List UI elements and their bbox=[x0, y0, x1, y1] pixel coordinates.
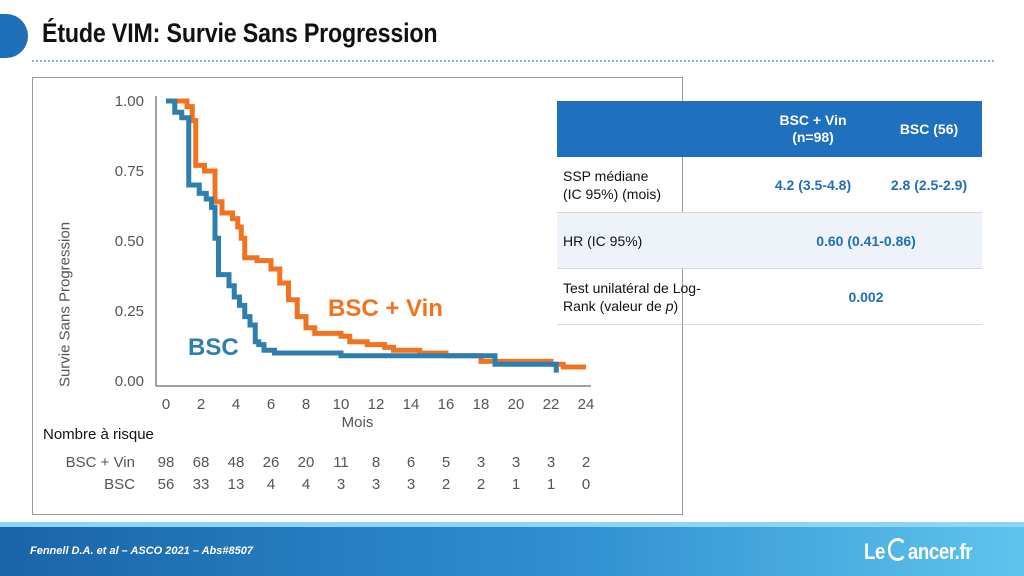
x-tick-label: 14 bbox=[403, 396, 420, 413]
risk-table-title: Nombre à risque bbox=[43, 426, 154, 443]
risk-value: 5 bbox=[441, 454, 451, 471]
risk-value: 1 bbox=[546, 476, 556, 493]
x-tick-label: 2 bbox=[197, 396, 205, 413]
median-pfs-bsc-vin: 4.2 (3.5-4.8) bbox=[750, 157, 876, 213]
table-header-empty bbox=[557, 101, 750, 157]
risk-value: 11 bbox=[333, 454, 349, 471]
row-label-median-pfs: SSP médiane (IC 95%) (mois) bbox=[557, 157, 750, 213]
risk-value: 98 bbox=[157, 454, 175, 471]
x-tick-label: 4 bbox=[232, 396, 240, 413]
risk-value: 3 bbox=[371, 476, 381, 493]
risk-value: 2 bbox=[581, 454, 591, 471]
corner-tab bbox=[0, 14, 28, 58]
risk-value: 48 bbox=[227, 454, 245, 471]
x-tick-label: 6 bbox=[267, 396, 275, 413]
risk-value: 6 bbox=[406, 454, 416, 471]
y-tick-label: 0.75 bbox=[115, 163, 144, 180]
km-chart: 0.000.250.500.751.000 2 4 6 8 10 12 14 16 18 20 22 2… bbox=[115, 93, 595, 413]
x-tick-label: 24 bbox=[578, 396, 595, 413]
x-tick-label: 0 bbox=[162, 396, 170, 413]
table-row: Test unilatéral de Log- Rank (valeur de … bbox=[557, 268, 982, 325]
y-tick-label: 1.00 bbox=[115, 93, 144, 110]
table-row: HR (IC 95%) 0.60 (0.41-0.86) bbox=[557, 212, 982, 269]
risk-value: 13 bbox=[227, 476, 245, 493]
footer-bar bbox=[0, 527, 1024, 576]
risk-value: 0 bbox=[581, 476, 591, 493]
row-label-hr: HR (IC 95%) bbox=[557, 212, 750, 269]
risk-value: 4 bbox=[266, 476, 276, 493]
table-header-bsc: BSC (56) bbox=[876, 101, 982, 157]
risk-value: 68 bbox=[192, 454, 210, 471]
y-tick-label: 0.00 bbox=[115, 373, 144, 390]
risk-value: 26 bbox=[262, 454, 280, 471]
site-logo: Le ancer.fr bbox=[864, 538, 973, 564]
series-label-bsc-vin: BSC + Vin bbox=[328, 295, 443, 322]
table-header-bsc-vin: BSC + Vin (n=98) bbox=[750, 101, 876, 157]
risk-value: 8 bbox=[371, 454, 381, 471]
summary-table: BSC + Vin (n=98) BSC (56) SSP médiane (I… bbox=[557, 101, 982, 325]
risk-value: 2 bbox=[476, 476, 486, 493]
row-label-logrank: Test unilatéral de Log- Rank (valeur de … bbox=[557, 268, 750, 325]
logo-c-icon bbox=[887, 538, 908, 561]
x-tick-label: 8 bbox=[302, 396, 310, 413]
hr-value: 0.60 (0.41-0.86) bbox=[750, 212, 982, 269]
x-tick-label: 12 bbox=[368, 396, 385, 413]
risk-value: 56 bbox=[157, 476, 175, 493]
km-curve-bsc-vin bbox=[166, 98, 586, 370]
risk-value: 3 bbox=[511, 454, 521, 471]
y-tick-label: 0.25 bbox=[115, 303, 144, 320]
x-tick-label: 18 bbox=[473, 396, 490, 413]
title-divider bbox=[32, 60, 994, 62]
risk-value: 3 bbox=[476, 454, 486, 471]
slide-title: Étude VIM: Survie Sans Progression bbox=[42, 18, 438, 48]
risk-row-label: BSC bbox=[104, 476, 135, 493]
risk-value: 3 bbox=[336, 476, 346, 493]
risk-value: 3 bbox=[406, 476, 416, 493]
risk-value: 33 bbox=[192, 476, 210, 493]
risk-value: 20 bbox=[297, 454, 315, 471]
km-curve-bsc bbox=[166, 98, 559, 373]
median-pfs-bsc: 2.8 (2.5-2.9) bbox=[876, 157, 982, 213]
table-row: SSP médiane (IC 95%) (mois) 4.2 (3.5-4.8… bbox=[557, 157, 982, 213]
footer-accent bbox=[0, 522, 1024, 528]
logrank-value: 0.002 bbox=[750, 268, 982, 325]
series-label-bsc: BSC bbox=[188, 334, 239, 361]
risk-value: 3 bbox=[546, 454, 556, 471]
y-axis-label: Survie Sans Progression bbox=[56, 221, 74, 388]
risk-value: 1 bbox=[511, 476, 521, 493]
x-tick-label: 16 bbox=[438, 396, 455, 413]
y-tick-label: 0.50 bbox=[115, 233, 144, 250]
x-tick-label: 22 bbox=[543, 396, 560, 413]
risk-value: 2 bbox=[441, 476, 451, 493]
risk-value: 4 bbox=[301, 476, 311, 493]
risk-row-label: BSC + Vin bbox=[65, 454, 135, 471]
x-tick-label: 10 bbox=[333, 396, 350, 413]
x-axis-label: Mois bbox=[341, 414, 374, 431]
citation: Fennell D.A. et al – ASCO 2021 – Abs#850… bbox=[30, 545, 253, 557]
x-tick-label: 20 bbox=[508, 396, 525, 413]
